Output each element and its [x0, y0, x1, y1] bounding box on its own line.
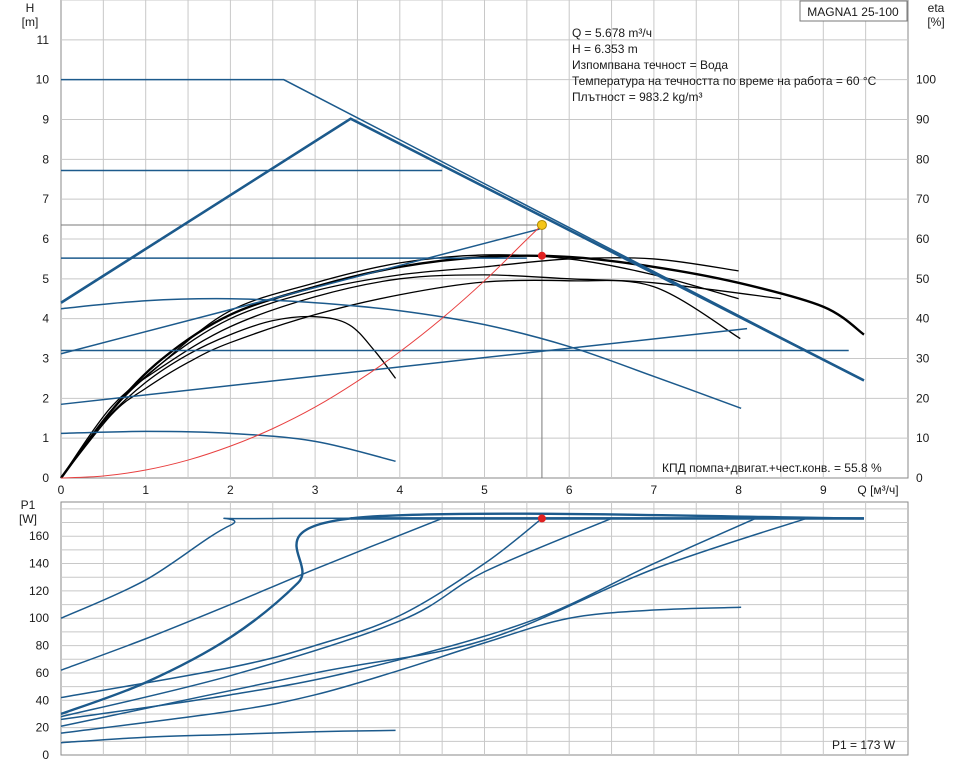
h-tick-label: 8	[42, 152, 49, 166]
p1-tick-label: 140	[29, 557, 49, 571]
x-tick-label: 6	[566, 483, 573, 497]
eta-tick-label: 40	[916, 312, 930, 326]
h-tick-label: 0	[42, 471, 49, 485]
efficiency-curve-eta-6	[60, 254, 739, 479]
power-curve-pp-low	[60, 517, 807, 728]
x-tick-label: 5	[481, 483, 488, 497]
pump-curve-min-low	[60, 430, 396, 462]
power-note: P1 = 173 W	[832, 738, 896, 752]
duty-info-temperature: Температура на течността по време на раб…	[572, 74, 877, 88]
p1-tick-label: 40	[36, 693, 50, 707]
x-tick-label: 3	[312, 483, 319, 497]
p1-tick-label: 80	[36, 639, 50, 653]
p1-tick-label: 120	[29, 584, 49, 598]
pump-model: MAGNA1 25-100	[807, 5, 899, 19]
duty-info-head: H = 6.353 m	[572, 42, 638, 56]
duty-info: Q = 5.678 m³/ч H = 6.353 m Изпомпвана те…	[572, 26, 877, 104]
p1-tick-label: 160	[29, 529, 49, 543]
x-tick-label: 9	[820, 483, 827, 497]
x-tick-label: 8	[735, 483, 742, 497]
p1-tick-label: 100	[29, 611, 49, 625]
p1-tick-label: 0	[42, 748, 49, 762]
duty-point-marker	[536, 219, 547, 230]
model-box	[799, 0, 908, 22]
eta-tick-label: 100	[916, 73, 936, 87]
power-curve-cp-mid	[60, 517, 543, 699]
duty-efficiency-marker	[537, 251, 546, 260]
eta-tick-label: 10	[916, 431, 930, 445]
efficiency-curve-eta-5	[60, 254, 865, 479]
eta-axis-unit: [%]	[927, 15, 944, 29]
power-grid	[61, 502, 908, 755]
h-tick-label: 4	[42, 312, 49, 326]
power-curve-min-low	[60, 729, 396, 744]
duty-info-liquid: Изпомпвана течност = Вода	[572, 58, 728, 72]
h-tick-label: 3	[42, 352, 49, 366]
p1-tick-label: 60	[36, 666, 50, 680]
h-tick-label: 11	[37, 33, 50, 47]
h-axis-label: H	[26, 1, 35, 15]
eta-tick-label: 50	[916, 272, 930, 286]
head-grid	[61, 0, 908, 478]
x-tick-label: 0	[58, 483, 65, 497]
h-tick-label: 9	[42, 113, 49, 127]
q-axis-label: Q [м³/ч]	[857, 483, 898, 497]
efficiency-curve-eta-1	[60, 315, 397, 479]
h-axis-unit: [m]	[22, 15, 39, 29]
power-curve-cp-low	[60, 517, 756, 721]
eta-tick-label: 60	[916, 232, 930, 246]
power-plot: 0 20 40 60 80 100 120 140 160	[29, 501, 909, 762]
h-tick-label: 1	[42, 431, 49, 445]
power-curve-cp-high	[60, 517, 443, 671]
x-tick-label: 1	[142, 483, 149, 497]
h-tick-label: 10	[36, 73, 50, 87]
eta-axis-label: eta	[928, 1, 945, 15]
pump-curve-pp-high	[60, 117, 865, 382]
x-tick-label: 4	[396, 483, 403, 497]
eta-tick-label: 20	[916, 391, 930, 405]
h-tick-label: 6	[42, 232, 49, 246]
p1-axis-unit: [W]	[19, 512, 37, 526]
eta-tick-label: 90	[916, 113, 930, 127]
pump-curve-min-high	[60, 297, 742, 409]
eta-tick-label: 0	[916, 471, 923, 485]
power-curve-min-high	[60, 606, 742, 734]
head-efficiency-plot: 0 1 2 3 4 5 6 7 8 9012345678910110102030405060708…	[36, 0, 936, 497]
x-tick-label: 7	[651, 483, 658, 497]
pump-curve-pp-low	[60, 327, 748, 406]
p1-tick-label: 20	[36, 721, 50, 735]
x-tick-label: 2	[227, 483, 234, 497]
eta-tick-label: 30	[916, 352, 930, 366]
pump-curve-pp-mid	[60, 228, 540, 355]
eta-tick-label: 70	[916, 192, 930, 206]
duty-info-flow: Q = 5.678 m³/ч	[572, 26, 652, 40]
eta-tick-label: 80	[916, 152, 930, 166]
pump-curve-max	[61, 78, 865, 382]
power-duty-marker	[537, 514, 546, 523]
power-curve-pp-mid	[60, 517, 612, 718]
p1-axis-label: P1	[21, 498, 36, 512]
h-tick-label: 5	[42, 272, 49, 286]
h-tick-label: 7	[42, 192, 49, 206]
efficiency-note: КПД помпа+двигат.+чест.конв. = 55.8 %	[662, 461, 882, 475]
duty-info-density: Плътност = 983.2 kg/m³	[572, 90, 702, 104]
h-tick-label: 2	[42, 391, 49, 405]
system-curve	[60, 224, 543, 479]
